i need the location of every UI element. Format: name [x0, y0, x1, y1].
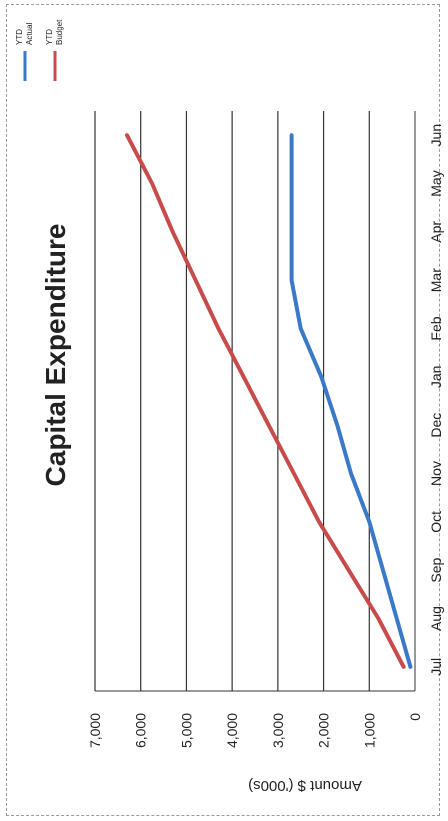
- y-axis-title: Amount $ ('000s): [248, 777, 362, 794]
- y-tick-label: 6,000: [133, 713, 149, 748]
- legend-label: YTD: [15, 29, 24, 45]
- legend-label: YTD: [45, 29, 54, 45]
- legend-label: Actual: [25, 23, 34, 45]
- y-tick-label: 2,000: [316, 713, 332, 748]
- y-tick-label: 1,000: [361, 713, 377, 748]
- x-tick-label: Feb: [428, 316, 444, 340]
- legend-label: Budget: [55, 19, 64, 45]
- y-tick-label: 5,000: [178, 713, 194, 748]
- x-tick-label: Nov: [428, 461, 444, 486]
- x-tick-label: Dec: [428, 413, 444, 438]
- x-tick-label: Jul: [428, 658, 444, 676]
- legend: YTD Actual YTD Budget: [15, 19, 64, 81]
- x-tick-label: Jun: [428, 124, 444, 147]
- x-tick-label: Oct: [428, 511, 444, 533]
- x-tick-label: Apr: [428, 221, 444, 243]
- y-tick-label: 7,000: [87, 713, 103, 748]
- series-lines: [127, 135, 410, 667]
- x-tick-label: Sep: [428, 558, 444, 583]
- x-tick-label: Jan: [428, 366, 444, 389]
- y-tick-label: 3,000: [270, 713, 286, 748]
- x-tick-label: Mar: [428, 268, 444, 292]
- y-tick-label: 4,000: [224, 713, 240, 748]
- x-tick-label: Aug: [428, 606, 444, 631]
- x-tick-label: May: [428, 170, 444, 196]
- series-line-ytd-budget: [127, 135, 404, 667]
- chart-title: Capital Expenditure: [40, 224, 71, 487]
- series-line-ytd-actual: [292, 135, 411, 667]
- y-tick-label: 0: [407, 713, 423, 721]
